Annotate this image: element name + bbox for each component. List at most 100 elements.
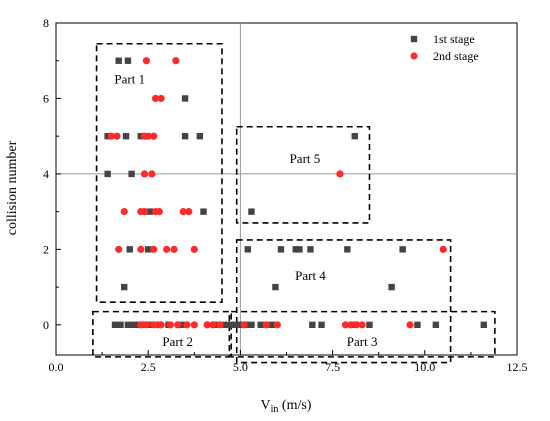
part-5-label: Part 5 bbox=[290, 151, 321, 166]
x-tick-label: 2.5 bbox=[141, 360, 156, 374]
x-tick-label: 5.0 bbox=[233, 360, 248, 374]
point-1st-stage bbox=[268, 321, 275, 329]
legend: 1st stage 2nd stage bbox=[410, 32, 479, 63]
x-tick-label: 0.0 bbox=[49, 360, 64, 374]
point-2nd-stage bbox=[150, 132, 158, 140]
point-2nd-stage bbox=[347, 321, 355, 329]
point-2nd-stage bbox=[155, 208, 163, 216]
point-2nd-stage bbox=[174, 321, 182, 329]
x-axis-label-main: V bbox=[261, 398, 271, 413]
point-1st-stage bbox=[130, 321, 137, 329]
point-2nd-stage bbox=[336, 170, 344, 178]
point-2nd-stage bbox=[209, 321, 217, 329]
point-1st-stage bbox=[145, 246, 152, 253]
point-1st-stage bbox=[178, 321, 185, 329]
part-5-box bbox=[235, 125, 371, 224]
point-2nd-stage bbox=[150, 245, 158, 253]
point-2nd-stage bbox=[113, 132, 121, 140]
point-1st-stage bbox=[277, 246, 285, 253]
point-1st-stage bbox=[117, 321, 124, 329]
part-2-label: Part 2 bbox=[162, 334, 193, 349]
point-1st-stage bbox=[257, 321, 264, 329]
part-4-box bbox=[235, 239, 452, 364]
point-1st-stage bbox=[432, 321, 440, 329]
point-2nd-stage bbox=[157, 94, 165, 103]
point-1st-stage bbox=[104, 132, 111, 140]
point-2nd-stage bbox=[163, 245, 171, 253]
y-tick-label: 8 bbox=[43, 16, 49, 30]
point-1st-stage bbox=[122, 132, 130, 140]
point-2nd-stage bbox=[179, 208, 187, 216]
point-2nd-stage bbox=[183, 321, 191, 329]
y-tick-label: 2 bbox=[43, 242, 49, 256]
point-1st-stage bbox=[414, 321, 421, 329]
point-2nd-stage bbox=[115, 245, 123, 253]
point-2nd-stage bbox=[341, 321, 350, 329]
point-1st-stage bbox=[196, 132, 204, 140]
y-tick-label: 4 bbox=[43, 167, 49, 181]
point-1st-stage bbox=[222, 321, 229, 329]
point-1st-stage bbox=[124, 57, 132, 64]
y-axis-label: collision number bbox=[5, 140, 20, 235]
data-points bbox=[104, 57, 488, 329]
point-2nd-stage bbox=[190, 245, 198, 253]
point-1st-stage bbox=[200, 208, 207, 215]
point-2nd-stage bbox=[140, 170, 149, 178]
point-2nd-stage bbox=[262, 321, 270, 329]
point-1st-stage bbox=[399, 246, 406, 253]
point-2nd-stage bbox=[107, 132, 115, 140]
point-2nd-stage bbox=[144, 132, 152, 140]
part-1-label: Part 1 bbox=[114, 72, 145, 87]
x-axis-label: Vin (m/s) bbox=[261, 398, 312, 415]
point-2nd-stage bbox=[358, 321, 366, 329]
point-1st-stage bbox=[307, 246, 314, 253]
part-1-box bbox=[95, 42, 223, 303]
x-tick-label: 12.5 bbox=[507, 360, 528, 374]
annotation-boxes: Part 1 Part 2 Part 3 Part 4 Part 5 bbox=[92, 42, 496, 364]
part-4-label: Part 4 bbox=[295, 268, 326, 283]
point-1st-stage bbox=[480, 321, 488, 329]
axis-labels: Vin (m/s) collision number bbox=[5, 140, 312, 415]
x-axis-label-subscript: in bbox=[271, 404, 279, 415]
point-1st-stage bbox=[272, 283, 279, 291]
point-2nd-stage bbox=[172, 57, 180, 65]
point-2nd-stage bbox=[240, 321, 248, 329]
x-axis: 0.0 2.5 5.0 7.5 10.0 12.5 bbox=[49, 350, 528, 374]
point-2nd-stage bbox=[185, 208, 193, 216]
point-1st-stage bbox=[244, 246, 251, 253]
point-1st-stage bbox=[309, 321, 316, 329]
point-2nd-stage bbox=[148, 170, 156, 178]
point-1st-stage bbox=[296, 246, 303, 253]
point-2nd-stage bbox=[120, 208, 128, 216]
point-2nd-stage bbox=[406, 321, 414, 329]
y-tick-label: 0 bbox=[43, 318, 49, 332]
point-1st-stage bbox=[137, 132, 145, 140]
y-tick-label: 6 bbox=[43, 91, 49, 105]
point-1st-stage bbox=[237, 321, 244, 329]
point-1st-stage bbox=[115, 57, 122, 64]
point-2nd-stage bbox=[170, 245, 178, 253]
legend-marker-1st-stage bbox=[410, 35, 418, 43]
point-2nd-stage bbox=[142, 321, 150, 329]
point-2nd-stage bbox=[137, 245, 145, 253]
legend-label: 2nd stage bbox=[433, 49, 479, 63]
point-1st-stage bbox=[121, 283, 128, 291]
point-1st-stage bbox=[231, 321, 239, 329]
point-1st-stage bbox=[146, 321, 154, 329]
x-tick-label: 7.5 bbox=[325, 360, 340, 374]
point-2nd-stage bbox=[190, 321, 198, 329]
point-2nd-stage bbox=[273, 321, 281, 329]
point-1st-stage bbox=[318, 321, 325, 329]
point-1st-stage bbox=[128, 170, 135, 178]
point-1st-stage bbox=[104, 170, 111, 178]
legend-marker-2nd-stage bbox=[410, 52, 418, 60]
point-1st-stage bbox=[248, 321, 255, 329]
part-3-box bbox=[230, 310, 496, 358]
point-1st-stage bbox=[181, 95, 189, 102]
point-2nd-stage bbox=[166, 321, 174, 329]
point-1st-stage bbox=[111, 321, 119, 329]
point-2nd-stage bbox=[439, 245, 447, 253]
part-2-box bbox=[92, 310, 231, 358]
point-1st-stage bbox=[248, 208, 255, 215]
y-axis: 0 2 4 6 8 bbox=[43, 16, 61, 332]
